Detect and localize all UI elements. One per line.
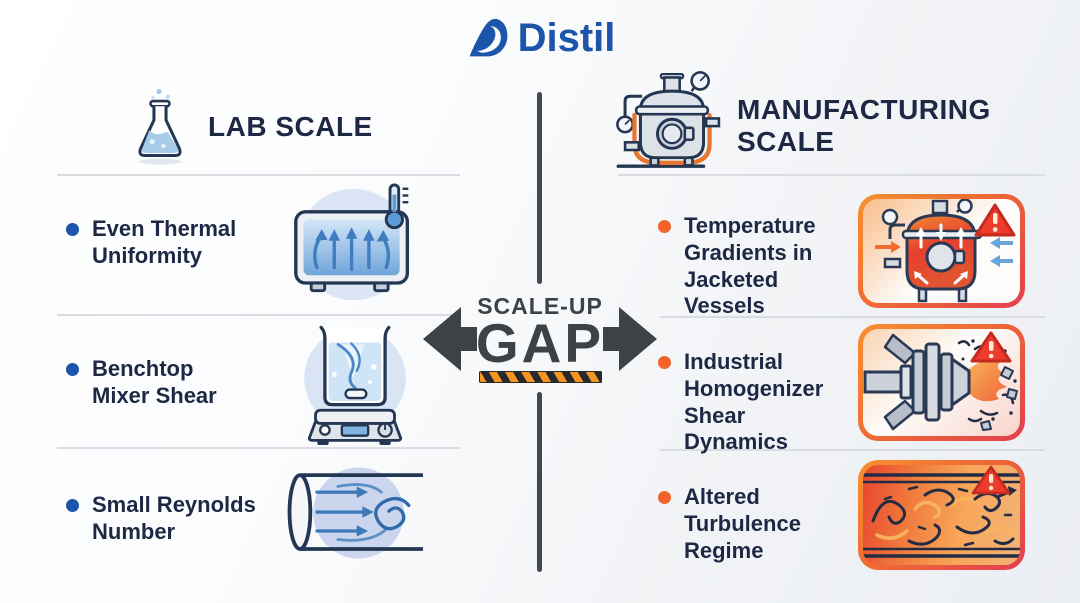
item-label: Industrial Homogenizer Shear Dynamics <box>684 349 824 455</box>
hazard-stripe <box>479 371 602 383</box>
homogenizer-shear-icon <box>863 331 1018 431</box>
distil-d-mark-icon <box>469 18 507 56</box>
industrial-reactor-icon <box>616 71 721 168</box>
lab-scale-title: LAB SCALE <box>208 110 373 142</box>
center-divider-line-bottom <box>537 392 542 572</box>
water-bath-convection-icon <box>294 183 410 301</box>
divider <box>57 174 460 176</box>
laminar-pipe-flow-icon <box>287 467 423 559</box>
left-arrow-icon <box>423 307 477 371</box>
list-item: Benchtop Mixer Shear <box>66 356 281 410</box>
gap-label: GAP <box>475 312 605 374</box>
item-label: Altered Turbulence Regime <box>684 484 801 563</box>
list-item: Altered Turbulence Regime <box>658 484 848 564</box>
list-item: Small Reynolds Number <box>66 492 281 546</box>
divider <box>660 449 1045 451</box>
bullet-dot <box>66 223 79 236</box>
bullet-dot <box>658 356 671 369</box>
list-item: Temperature Gradients in Jacketed Vessel… <box>658 213 848 320</box>
list-item: Industrial Homogenizer Shear Dynamics <box>658 349 848 456</box>
divider <box>660 316 1045 318</box>
icon-card <box>858 194 1025 308</box>
jacketed-vessel-gradient-icon <box>875 199 1016 303</box>
item-label: Benchtop Mixer Shear <box>92 356 217 408</box>
icon-card <box>858 324 1025 441</box>
lab-scale-header: LAB SCALE <box>128 84 373 170</box>
divider <box>57 447 460 449</box>
icon-card <box>858 460 1025 570</box>
bullet-dot <box>658 220 671 233</box>
bullet-dot <box>66 499 79 512</box>
magnetic-stirrer-beaker-icon <box>304 325 406 446</box>
manufacturing-scale-title: MANUFACTURING SCALE <box>737 94 991 158</box>
list-item: Even Thermal Uniformity <box>66 216 281 270</box>
divider <box>618 174 1045 176</box>
manufacturing-header-icon-wrap <box>608 62 736 185</box>
scale-up-label: SCALE-UP <box>477 293 603 319</box>
turbulence-regime-icon <box>863 465 1020 558</box>
brand-name: Distil <box>517 16 616 60</box>
item-label: Even Thermal Uniformity <box>92 216 237 268</box>
center-divider-line-top <box>537 92 542 284</box>
right-arrow-icon <box>603 307 657 371</box>
item-label: Temperature Gradients in Jacketed Vessel… <box>684 213 816 319</box>
divider <box>57 314 460 316</box>
brand-logo: Distil <box>0 16 1080 61</box>
bullet-dot <box>66 363 79 376</box>
item-label: Small Reynolds Number <box>92 492 256 544</box>
bullet-dot <box>658 491 671 504</box>
erlenmeyer-flask-icon <box>138 88 182 165</box>
